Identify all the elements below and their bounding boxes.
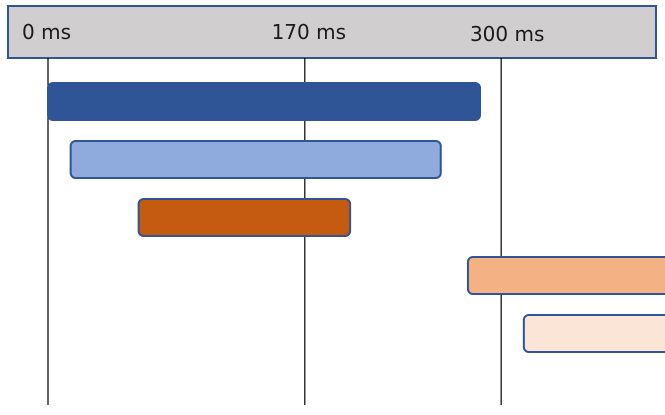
timeline-bar-5 [522, 314, 665, 353]
timeline-tick-labels: 0 ms 170 ms 300 ms [22, 20, 544, 46]
tick-label-300: 300 ms [470, 22, 544, 46]
tick-label-170: 170 ms [272, 20, 346, 44]
timeline-bar-4 [466, 256, 665, 295]
timeline-bar-2 [69, 140, 442, 179]
timeline-bar-3 [137, 198, 352, 237]
tick-label-0: 0 ms [22, 20, 71, 44]
timeline-bars [47, 82, 665, 353]
timeline-bar-1 [47, 82, 482, 121]
timeline-header [7, 5, 657, 59]
